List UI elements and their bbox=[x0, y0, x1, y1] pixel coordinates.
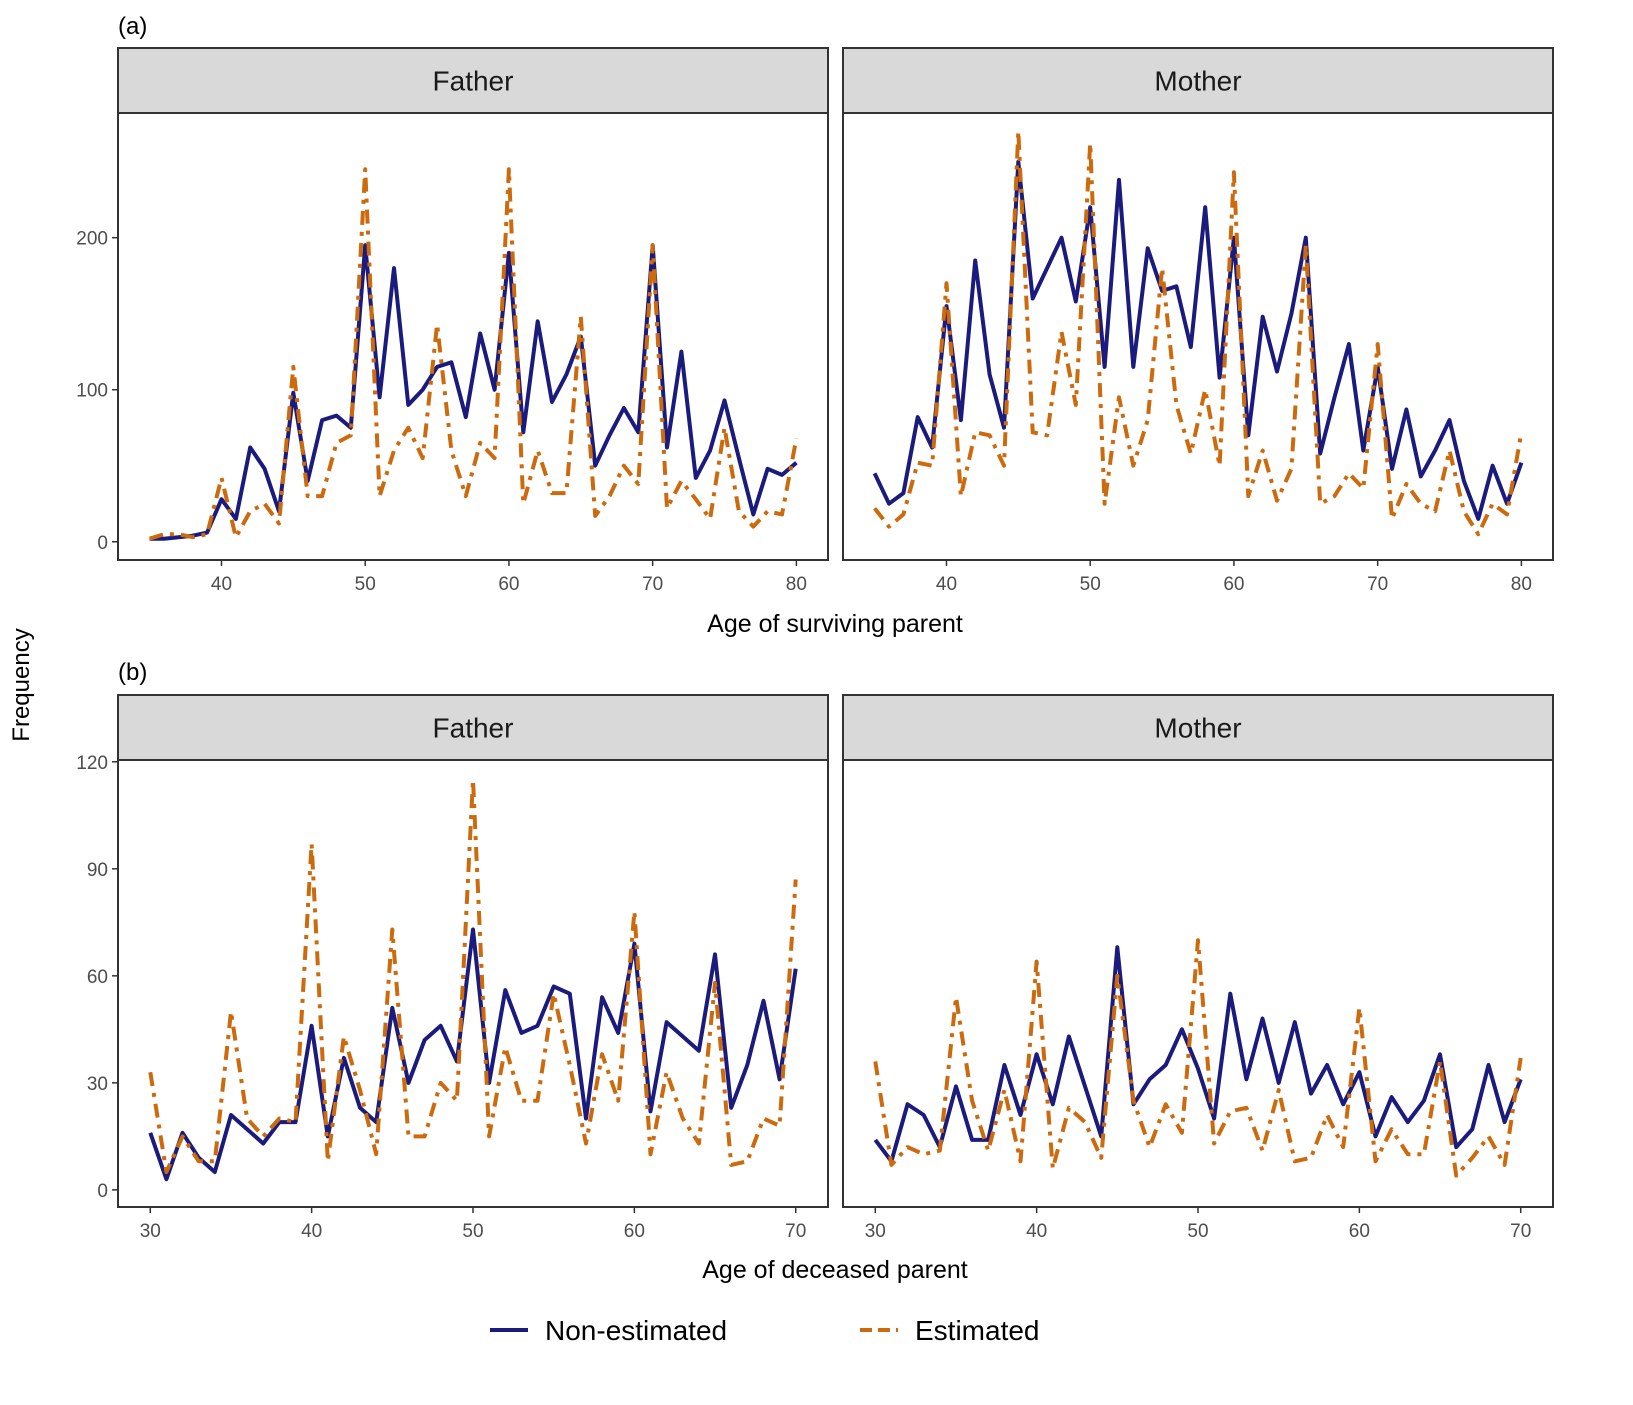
x-tick-label: 50 bbox=[355, 574, 376, 595]
facet-strip-label: Mother bbox=[1154, 66, 1241, 97]
y-tick-label: 30 bbox=[87, 1074, 108, 1095]
x-axis-title-b: Age of deceased parent bbox=[702, 1256, 968, 1284]
y-tick-label: 200 bbox=[76, 229, 108, 250]
x-tick-label: 80 bbox=[786, 574, 807, 595]
facet-strip-label: Father bbox=[433, 66, 514, 97]
panel-label-a: (a) bbox=[118, 13, 147, 40]
x-tick-label: 70 bbox=[1510, 1221, 1531, 1242]
x-tick-label: 60 bbox=[1223, 574, 1244, 595]
y-tick-label: 100 bbox=[76, 381, 108, 402]
x-tick-label: 70 bbox=[785, 1221, 806, 1242]
legend-label-non-estimated: Non-estimated bbox=[545, 1315, 727, 1346]
panel-label-b: (b) bbox=[118, 659, 147, 686]
x-tick-label: 60 bbox=[624, 1221, 645, 1242]
legend-label-estimated: Estimated bbox=[915, 1315, 1040, 1346]
x-tick-label: 40 bbox=[211, 574, 232, 595]
x-tick-label: 70 bbox=[1367, 574, 1388, 595]
facet-strip-label: Father bbox=[433, 713, 514, 744]
x-tick-label: 30 bbox=[140, 1221, 161, 1242]
facet-a-mother: Mother 40 50 60 70 80 bbox=[843, 48, 1553, 595]
x-tick-label: 60 bbox=[1349, 1221, 1370, 1242]
facet-b-father: Father 30 40 50 60 70 0 30 60 90 120 bbox=[76, 695, 828, 1242]
facet-a-father: Father 40 50 60 70 80 0 100 200 bbox=[76, 48, 828, 595]
x-tick-label: 40 bbox=[936, 574, 957, 595]
y-tick-label: 120 bbox=[76, 753, 108, 774]
legend: Non-estimated Estimated bbox=[490, 1315, 1040, 1346]
x-axis-title-a: Age of surviving parent bbox=[707, 610, 963, 638]
x-tick-label: 50 bbox=[1187, 1221, 1208, 1242]
x-tick-label: 70 bbox=[642, 574, 663, 595]
y-tick-label: 60 bbox=[87, 967, 108, 988]
x-tick-label: 50 bbox=[1080, 574, 1101, 595]
x-tick-label: 40 bbox=[301, 1221, 322, 1242]
facet-b-mother: Mother 30 40 50 60 70 bbox=[843, 695, 1553, 1242]
x-tick-label: 40 bbox=[1026, 1221, 1047, 1242]
plot-panel bbox=[843, 760, 1553, 1207]
x-tick-label: 30 bbox=[865, 1221, 886, 1242]
x-tick-label: 80 bbox=[1511, 574, 1532, 595]
y-axis-title: Frequency bbox=[8, 628, 35, 741]
x-tick-label: 60 bbox=[498, 574, 519, 595]
facet-strip-label: Mother bbox=[1154, 713, 1241, 744]
y-tick-label: 0 bbox=[97, 533, 108, 554]
x-tick-label: 50 bbox=[462, 1221, 483, 1242]
y-tick-label: 90 bbox=[87, 860, 108, 881]
y-tick-label: 0 bbox=[97, 1181, 108, 1202]
